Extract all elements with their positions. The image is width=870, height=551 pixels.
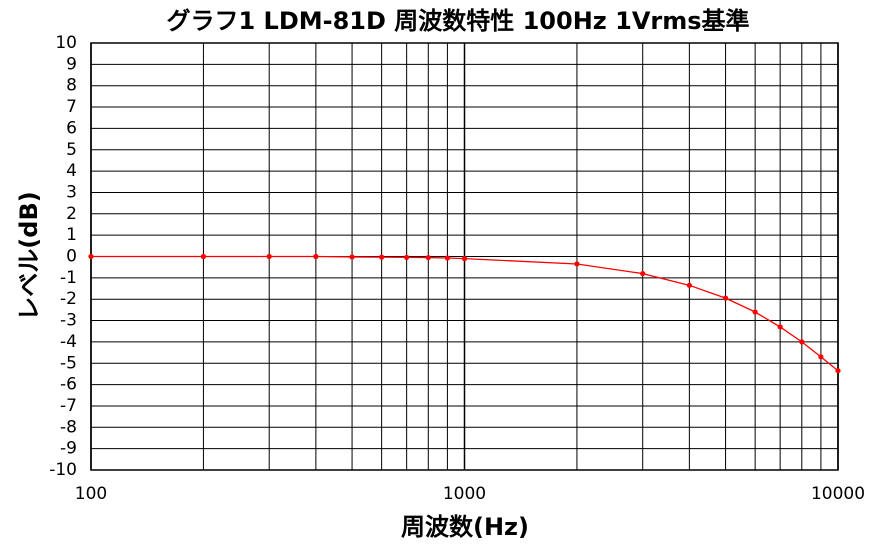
data-point (266, 253, 272, 260)
data-point (404, 254, 410, 260)
y-tick-label: -3 (60, 311, 77, 331)
y-tick-label: 9 (66, 54, 77, 74)
data-point (722, 295, 729, 301)
y-tick-label: 8 (66, 76, 77, 96)
y-tick-label: -9 (60, 439, 77, 459)
y-tick-label: -4 (60, 332, 77, 352)
data-point (349, 254, 355, 260)
y-tick-label: 4 (66, 161, 77, 181)
data-point (313, 253, 319, 260)
y-tick-label: 2 (66, 204, 77, 224)
chart-title: グラフ1 LDM-81D 周波数特性 100Hz 1Vrms基準 (166, 7, 749, 35)
y-tick-label: -1 (60, 268, 77, 288)
data-point (799, 339, 805, 345)
y-tick-label: 5 (66, 140, 77, 160)
data-point (200, 253, 207, 260)
y-tick-label: -8 (60, 417, 77, 437)
y-tick-label: -6 (60, 375, 77, 395)
y-tick-label: -5 (60, 353, 77, 373)
y-axis-label: レベル(dB) (15, 191, 43, 320)
data-point (461, 256, 468, 262)
data-point (379, 254, 385, 260)
data-point (574, 261, 580, 267)
y-tick-label: 1 (66, 225, 77, 245)
x-tick-label: 1000 (443, 484, 486, 504)
y-tick-label: -10 (49, 460, 77, 480)
data-point (640, 270, 646, 277)
y-tick-label: 6 (66, 118, 77, 138)
data-point (818, 354, 824, 360)
y-tick-label: 7 (66, 97, 77, 117)
data-point (444, 255, 451, 261)
data-point (752, 309, 758, 315)
x-tick-label: 100 (75, 484, 107, 504)
y-tick-label: 10 (55, 33, 77, 53)
data-point (425, 254, 431, 261)
x-axis-label: 周波数(Hz) (401, 513, 529, 541)
y-tick-label: -7 (60, 396, 77, 416)
y-tick-label: -2 (60, 289, 77, 309)
data-point (777, 324, 783, 330)
y-tick-label: 3 (66, 182, 77, 202)
x-tick-label: 10000 (811, 484, 865, 504)
data-point (88, 253, 94, 260)
data-point (835, 368, 841, 374)
y-tick-label: 0 (66, 247, 77, 267)
data-point (686, 282, 692, 288)
